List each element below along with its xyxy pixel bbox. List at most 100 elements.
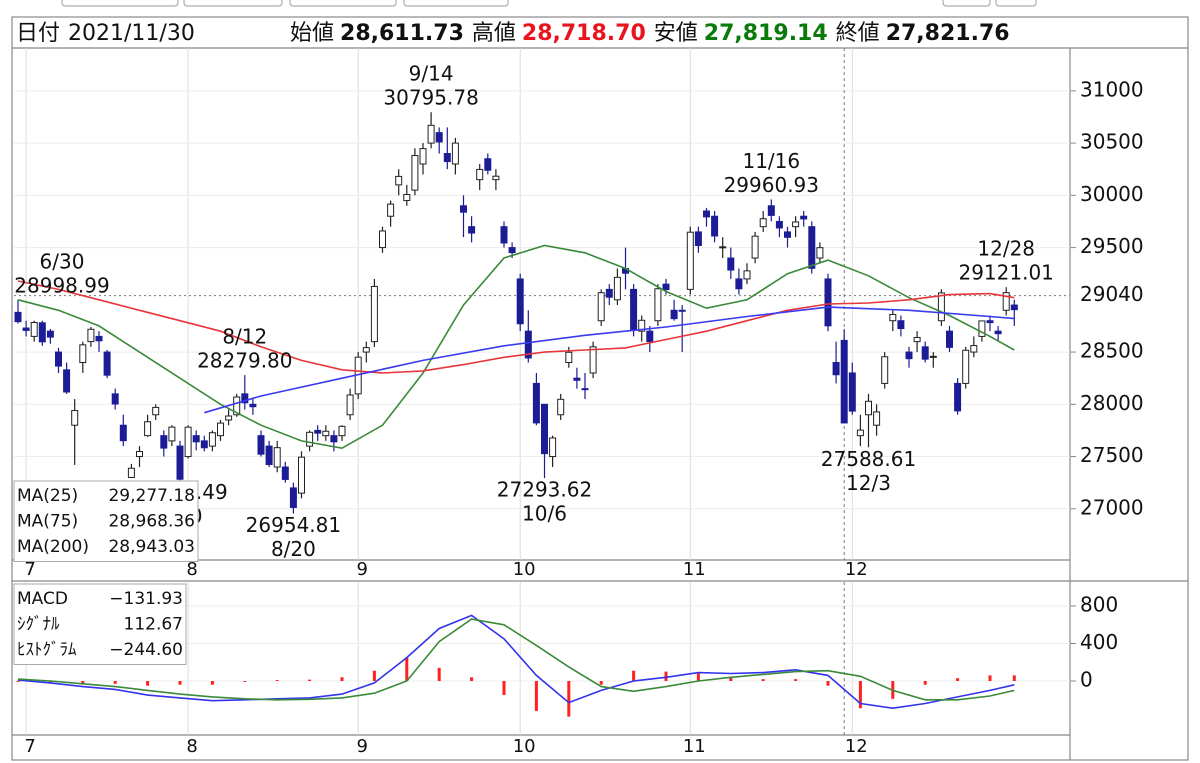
candle-body [524,330,532,359]
legend-value: −131.93 [109,589,183,609]
candle-body [670,309,678,320]
annotation-date: 11/16 [742,149,800,173]
candle-body [573,377,581,381]
histogram-bar [48,681,52,683]
ma-line [204,306,1015,414]
candle-body [557,398,565,416]
histogram-bar [210,681,214,685]
candle-body [468,226,476,234]
toolbar-button[interactable] [942,0,991,7]
histogram-bar [696,672,700,681]
candle-body [816,247,824,259]
price-line-label: 29040 [1080,282,1144,306]
candle-body [192,435,200,443]
legend-name: MA(200) [17,537,89,557]
toolbar-button[interactable] [61,0,179,7]
toolbar-button[interactable] [995,0,1037,7]
candle-body [711,215,719,237]
y-tick-label: 800 [1080,593,1118,617]
x-tick-label: 10 [513,559,536,580]
candle-body [233,396,241,416]
annotation-value: 27293.62 [497,478,592,502]
candle-body [1002,292,1010,311]
price-value: 28,611.73 [340,21,464,46]
candle-body [249,403,257,408]
candle-body [865,400,872,416]
candle-body [897,320,905,330]
candle-body [435,132,443,143]
histogram-bar [146,681,150,686]
toolbar-stubs [61,0,1037,7]
legend-name: ﾋｽﾄｸﾞﾗﾑ [17,640,77,660]
legend-box [13,480,199,562]
legend-value: 28,968.36 [108,511,195,531]
candle-body [152,406,160,416]
header-prices: 始値 28,611.73 高値 28,718.70 安値 27,819.14 終値 27,82… [290,21,1010,46]
histogram-bar [729,677,733,681]
candle-body [103,351,111,376]
candle-body [767,205,775,216]
histogram-bar [826,681,830,686]
legend-name: MA(25) [17,486,78,506]
histogram-bar [632,670,636,681]
candle-body [1010,304,1018,311]
toolbar-button[interactable] [183,0,283,7]
candle-body [395,175,403,186]
annotation-date: 8/20 [271,537,316,561]
legend-value: 29,277.18 [108,486,195,506]
candle-body [314,429,322,434]
candle-body [160,435,168,449]
candle-body [127,467,135,478]
candle-body [370,285,378,343]
candle-body [281,466,289,480]
annotation-date: 6/30 [40,249,85,273]
candle-body [743,270,751,280]
candle-body [200,440,208,449]
legend-name: MACD [17,589,68,609]
candle-body [881,356,889,384]
annotation-value: 30795.78 [383,86,478,110]
legend-value: 28,943.03 [108,537,195,557]
candle-body [451,142,459,165]
histogram-bar [988,675,992,681]
candle-body [662,283,670,291]
toolbar-button[interactable] [403,0,509,7]
candle-body [735,278,743,290]
candle-body [492,175,500,181]
annotation-date: 10/6 [522,502,567,526]
candle-body [565,351,573,364]
candle-body [646,330,654,343]
candle-body [759,218,767,228]
candle-body [800,215,808,220]
candle-body [727,257,735,271]
histogram-bar [664,671,668,681]
histogram-bar [178,681,182,685]
candle-body [508,247,516,254]
candle-body [241,393,249,404]
annotation-date: 9/14 [409,62,454,86]
candle-body [55,351,62,367]
candle-body [38,322,46,343]
candle-body [136,451,143,458]
candle-body [265,445,273,465]
x-tick-label: 8 [186,736,197,757]
price-label: 終値 [836,21,880,46]
candle-body [476,168,484,181]
x-tick-label: 9 [356,559,367,580]
candle-body [694,231,702,246]
price-label: 安値 [654,21,698,46]
x-tick-label: 12 [845,736,868,757]
y-tick-label: 30000 [1080,182,1144,206]
histogram-bar [113,681,117,684]
toolbar-button[interactable] [289,0,397,7]
candle-body [784,231,791,238]
candle-body [379,230,386,249]
y-tick-label: 28000 [1080,391,1144,415]
candle-body [144,421,152,437]
annotation-value: 27588.61 [821,447,916,471]
candle-body [330,435,338,443]
histogram-bar [923,681,927,685]
candle-body [978,320,986,337]
candle-body [346,394,354,416]
